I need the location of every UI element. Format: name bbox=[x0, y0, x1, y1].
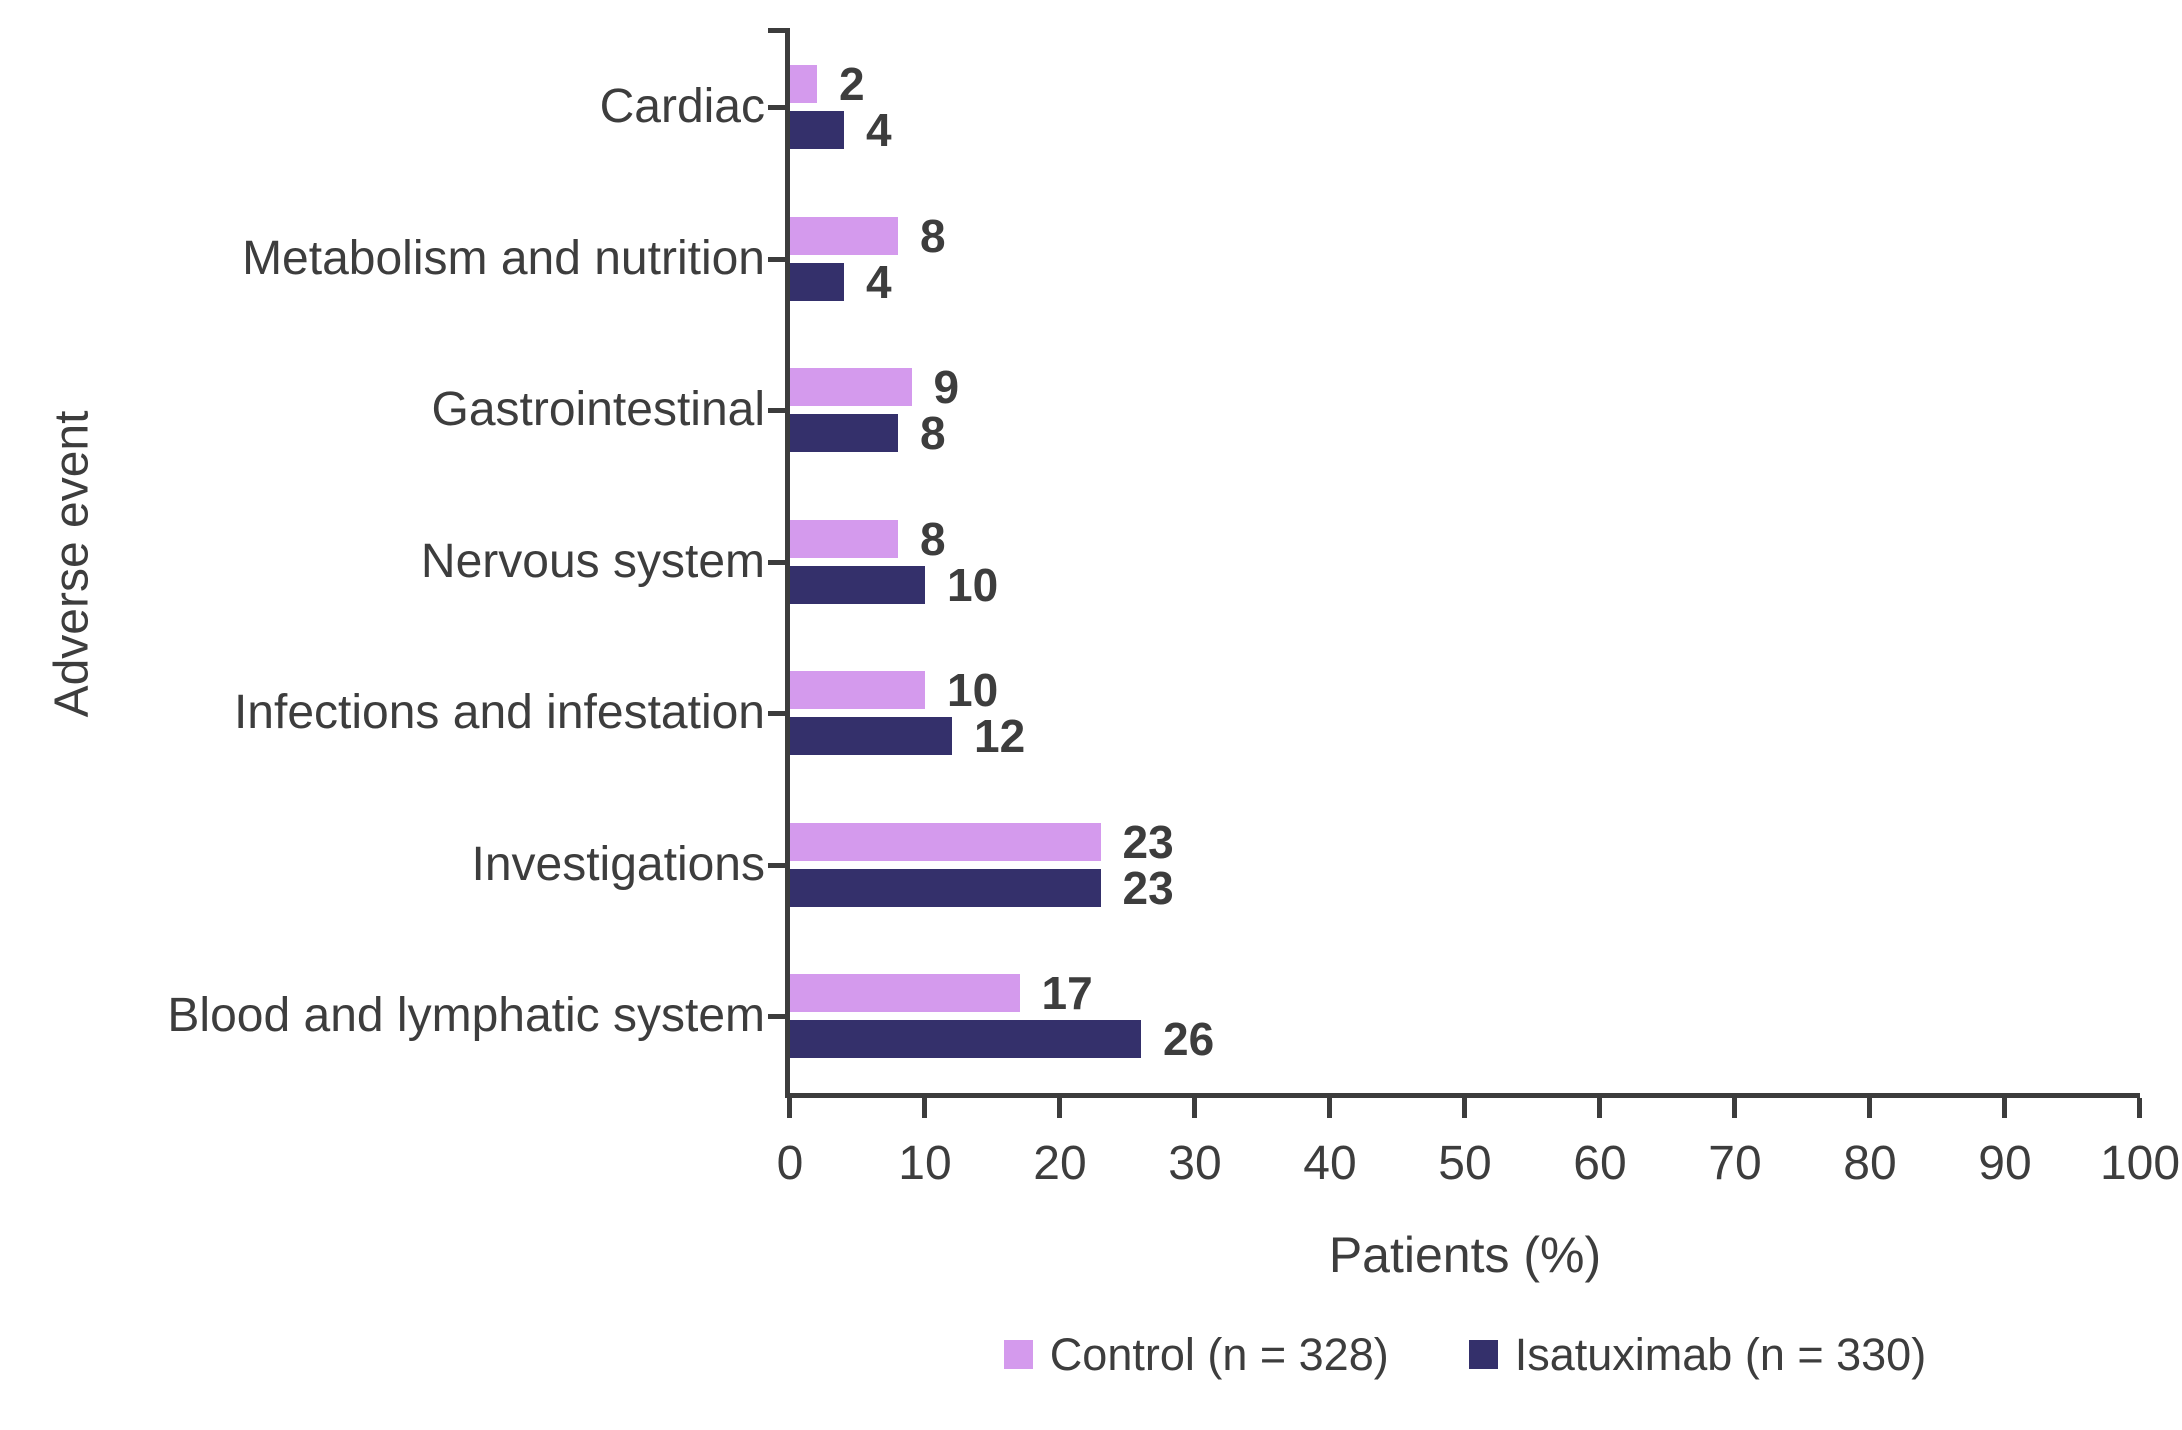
x-axis-title: Patients (%) bbox=[1328, 1227, 1602, 1283]
x-tick-mark bbox=[1597, 1098, 1602, 1118]
bar-value-label: 4 bbox=[866, 255, 892, 308]
category-label: Blood and lymphatic system bbox=[167, 989, 765, 1042]
x-tick-label: 100 bbox=[2099, 1137, 2181, 1190]
bar-isatuximab bbox=[790, 1020, 1141, 1058]
bar-isatuximab bbox=[790, 565, 925, 604]
x-tick-label: 30 bbox=[1168, 1137, 1222, 1190]
legend-label: Control (n = 328) bbox=[1049, 1329, 1389, 1380]
bar-value-label: 17 bbox=[1041, 967, 1093, 1019]
x-tick-mark bbox=[1462, 1098, 1467, 1118]
bar-value-label: 23 bbox=[1122, 861, 1174, 914]
x-tick-mark bbox=[2002, 1098, 2007, 1118]
category-label: Investigations bbox=[471, 837, 765, 891]
x-tick-label: 70 bbox=[1708, 1137, 1762, 1190]
bar-value-label: 10 bbox=[947, 558, 999, 611]
y-axis-line bbox=[785, 28, 790, 1098]
x-tick-label: 10 bbox=[898, 1137, 952, 1190]
x-tick-mark bbox=[1057, 1098, 1062, 1118]
category-label: Metabolism and nutrition bbox=[242, 231, 765, 285]
category-tick-mark bbox=[768, 1014, 785, 1019]
x-tick-mark bbox=[1867, 1098, 1872, 1118]
x-tick-label: 20 bbox=[1033, 1137, 1087, 1190]
bar-value-label: 12 bbox=[974, 710, 1026, 762]
x-tick-mark bbox=[1192, 1098, 1197, 1118]
legend-item: Isatuximab (n = 330) bbox=[1468, 1329, 1927, 1380]
category-tick-mark bbox=[768, 711, 785, 716]
bar-control bbox=[790, 216, 898, 255]
x-tick-label: 40 bbox=[1303, 1137, 1357, 1190]
bar-value-label: 8 bbox=[920, 407, 946, 459]
category-label: Gastrointestinal bbox=[431, 383, 766, 436]
bar-value-label: 23 bbox=[1122, 815, 1174, 868]
bar-value-label: 26 bbox=[1163, 1013, 1215, 1065]
x-tick-label: 90 bbox=[1978, 1137, 2032, 1190]
category-tick-mark bbox=[768, 408, 785, 413]
legend-label: Isatuximab (n = 330) bbox=[1514, 1329, 1927, 1380]
bar-value-label: 2 bbox=[839, 58, 865, 110]
x-tick-mark bbox=[787, 1098, 792, 1118]
category-label: Cardiac bbox=[599, 80, 765, 133]
bar-control bbox=[790, 368, 912, 406]
y-axis-top-tick bbox=[768, 28, 785, 33]
x-tick-mark bbox=[1732, 1098, 1737, 1118]
bar-value-label: 10 bbox=[947, 664, 999, 716]
category-tick-mark bbox=[768, 862, 785, 868]
bar-isatuximab bbox=[790, 111, 844, 149]
bar-value-label: 8 bbox=[920, 512, 946, 565]
bar-control bbox=[790, 671, 925, 709]
bar-isatuximab bbox=[790, 717, 952, 755]
legend-item: Control (n = 328) bbox=[1003, 1329, 1389, 1380]
legend-swatch-icon bbox=[1468, 1340, 1498, 1369]
x-tick-label: 80 bbox=[1843, 1137, 1897, 1190]
x-tick-mark bbox=[1327, 1098, 1332, 1118]
category-tick-mark bbox=[768, 256, 785, 262]
bar-value-label: 9 bbox=[933, 361, 960, 413]
category-label: Nervous system bbox=[420, 534, 765, 588]
legend-swatch-icon bbox=[1003, 1340, 1033, 1369]
legend: Control (n = 328) Isatuximab (n = 330) bbox=[790, 1332, 2140, 1377]
x-tick-label: 50 bbox=[1438, 1137, 1492, 1190]
x-axis-line bbox=[785, 1093, 2140, 1098]
bar-isatuximab bbox=[790, 414, 898, 452]
bar-value-label: 8 bbox=[920, 209, 946, 262]
x-tick-mark bbox=[2137, 1098, 2142, 1118]
bar-control bbox=[790, 519, 898, 558]
category-tick-mark bbox=[768, 559, 785, 565]
bar-value-label: 4 bbox=[866, 104, 892, 156]
x-tick-mark bbox=[922, 1098, 927, 1118]
bar-isatuximab bbox=[790, 868, 1101, 907]
bar-control bbox=[790, 822, 1101, 861]
x-tick-label: 0 bbox=[776, 1137, 804, 1190]
category-tick-mark bbox=[768, 105, 785, 110]
category-label: Infections and infestation bbox=[233, 686, 765, 739]
bar-isatuximab bbox=[790, 262, 844, 301]
bar-control bbox=[790, 974, 1020, 1012]
bar-control bbox=[790, 65, 817, 103]
x-tick-label: 60 bbox=[1573, 1137, 1627, 1190]
